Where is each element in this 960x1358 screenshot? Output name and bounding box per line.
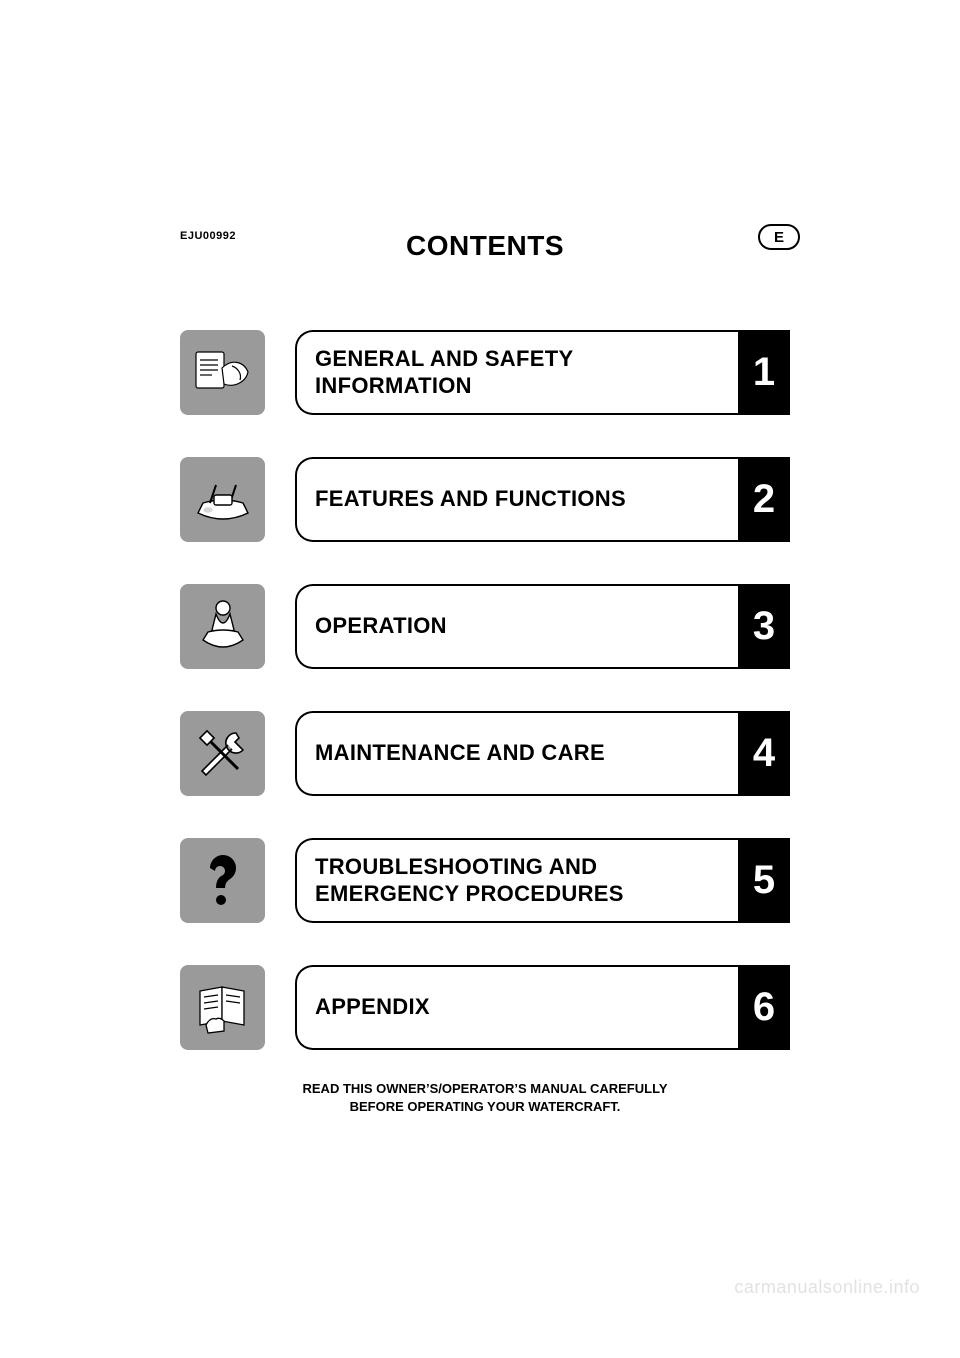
watercraft-icon (180, 457, 265, 542)
page-title: CONTENTS (180, 230, 790, 262)
chapter-number-tab: 3 (738, 584, 790, 669)
manual-page-icon (180, 330, 265, 415)
toc-label: APPENDIX (315, 994, 430, 1020)
toc-label: TROUBLESHOOTING ANDEMERGENCY PROCEDURES (315, 854, 624, 907)
toc-label-box: APPENDIX (295, 965, 738, 1050)
toc-row: OPERATION 3 (180, 584, 790, 669)
toc-row: APPENDIX 6 (180, 965, 790, 1050)
header: EJU00992 CONTENTS E (180, 230, 790, 270)
doc-id: EJU00992 (180, 230, 236, 242)
toc-label: GENERAL AND SAFETYINFORMATION (315, 346, 573, 399)
toc-label: MAINTENANCE AND CARE (315, 740, 605, 766)
chapter-number-tab: 6 (738, 965, 790, 1050)
language-badge: E (758, 224, 800, 250)
toc-label: OPERATION (315, 613, 447, 639)
toc-label-box: TROUBLESHOOTING ANDEMERGENCY PROCEDURES (295, 838, 738, 923)
toc-label: FEATURES AND FUNCTIONS (315, 486, 626, 512)
toc-label-box: MAINTENANCE AND CARE (295, 711, 738, 796)
toc-label-box: FEATURES AND FUNCTIONS (295, 457, 738, 542)
toc-row: GENERAL AND SAFETYINFORMATION 1 (180, 330, 790, 415)
table-of-contents: GENERAL AND SAFETYINFORMATION 1 FEATURES… (180, 330, 790, 1050)
chapter-number-tab: 5 (738, 838, 790, 923)
chapter-number-tab: 2 (738, 457, 790, 542)
rider-icon (180, 584, 265, 669)
toc-row: FEATURES AND FUNCTIONS 2 (180, 457, 790, 542)
footer-line2: BEFORE OPERATING YOUR WATERCRAFT. (180, 1098, 790, 1116)
question-icon (180, 838, 265, 923)
toc-label-box: OPERATION (295, 584, 738, 669)
book-hand-icon (180, 965, 265, 1050)
toc-label-box: GENERAL AND SAFETYINFORMATION (295, 330, 738, 415)
footer-line1: READ THIS OWNER’S/OPERATOR’S MANUAL CARE… (180, 1080, 790, 1098)
chapter-number-tab: 4 (738, 711, 790, 796)
toc-row: MAINTENANCE AND CARE 4 (180, 711, 790, 796)
wrench-icon (180, 711, 265, 796)
contents-page: EJU00992 CONTENTS E GENERAL AND SAFETYIN (0, 0, 960, 1358)
chapter-number-tab: 1 (738, 330, 790, 415)
toc-row: TROUBLESHOOTING ANDEMERGENCY PROCEDURES … (180, 838, 790, 923)
footer-note: READ THIS OWNER’S/OPERATOR’S MANUAL CARE… (180, 1080, 790, 1116)
watermark: carmanualsonline.info (734, 1277, 920, 1298)
